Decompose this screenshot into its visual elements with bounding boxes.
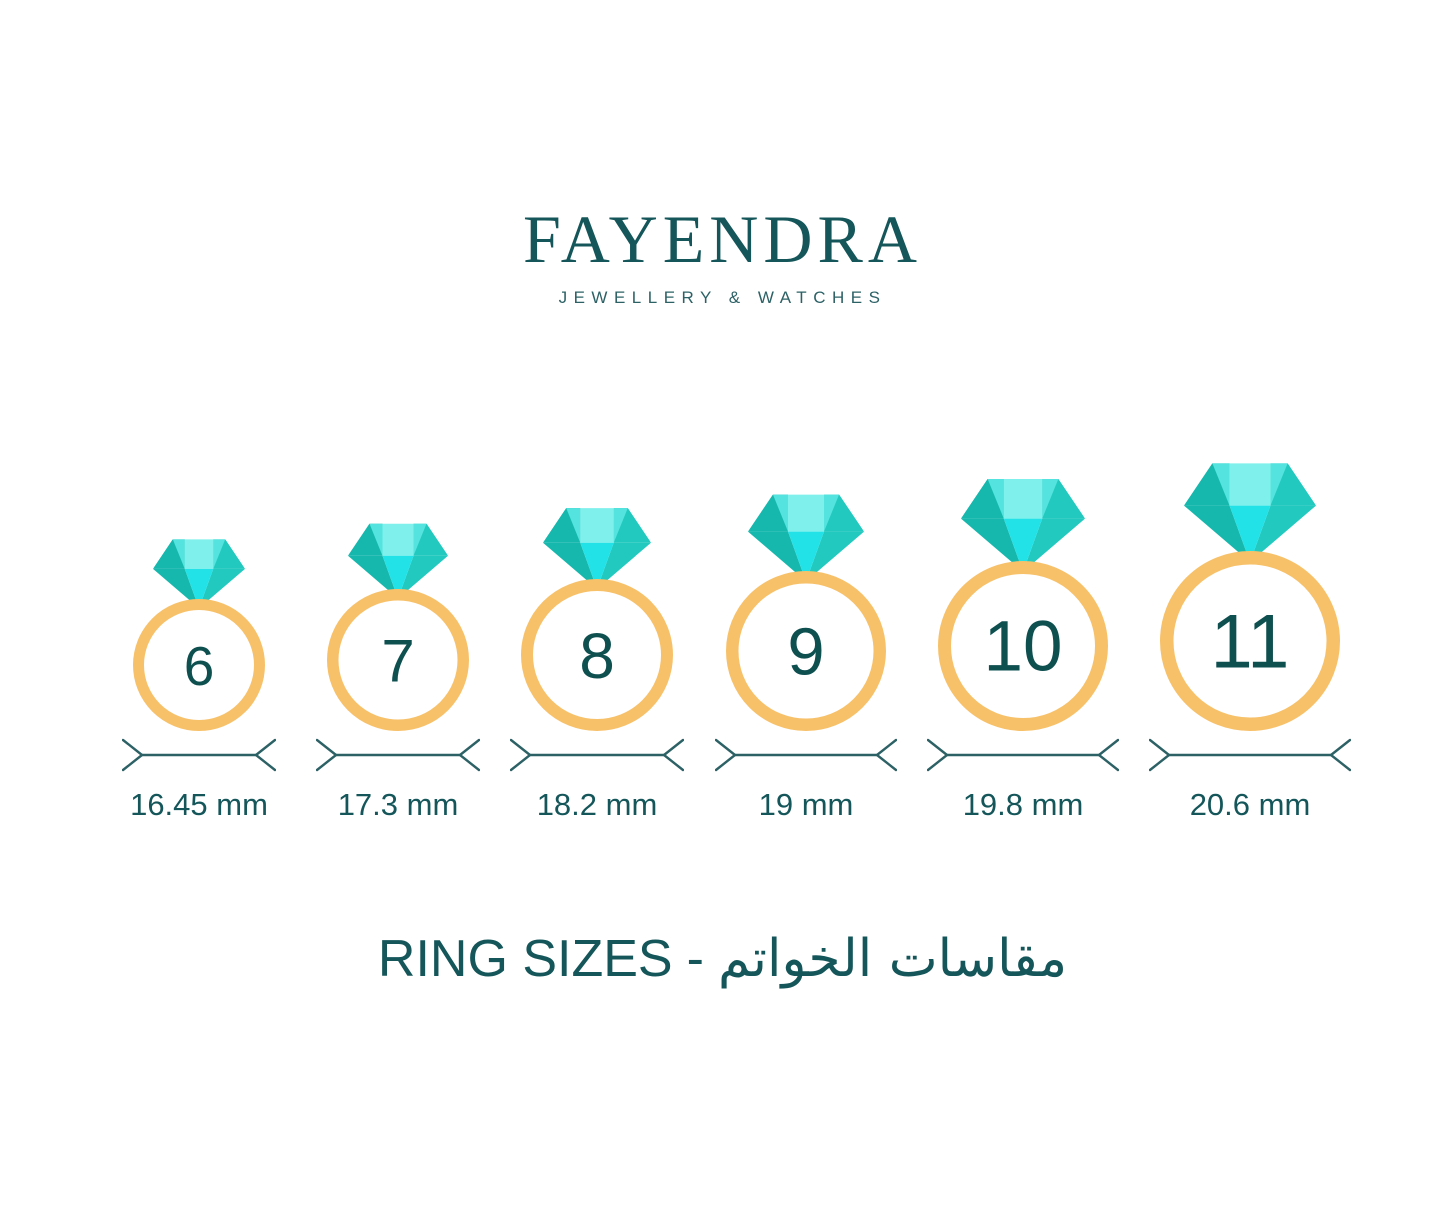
ring-band: 6 — [133, 599, 265, 731]
ring-size-item[interactable]: 11 20.6 mm — [1145, 463, 1355, 822]
ring-band: 10 — [938, 561, 1108, 731]
ring-band: 11 — [1160, 551, 1340, 731]
diamond-gem-icon — [348, 524, 448, 599]
ring-illustration: 7 — [293, 473, 503, 735]
ring-diameter-label: 17.3 mm — [337, 787, 459, 822]
ring-size-number: 10 — [984, 608, 1063, 687]
ring-size-number: 6 — [184, 635, 215, 697]
ring-size-item[interactable]: 8 18.2 mm — [492, 473, 702, 820]
diamond-gem-icon — [961, 478, 1085, 572]
ring-size-item[interactable]: 7 17.3 mm — [293, 473, 503, 820]
page-title: RING SIZES - مقاسات الخواتم — [0, 929, 1445, 990]
brand-logo: FAYENDRA JEWELLERY & WATCHES — [0, 205, 1445, 306]
ring-size-number: 7 — [381, 628, 414, 695]
ring-size-item[interactable]: 6 16.45 mm — [94, 473, 304, 820]
ring-diameter-label: 19.8 mm — [962, 787, 1084, 822]
ring-band: 9 — [726, 571, 886, 731]
diamond-gem-icon — [153, 539, 245, 609]
page-title-arabic: مقاسات الخواتم — [717, 929, 1068, 989]
diamond-gem-icon — [543, 508, 651, 590]
ring-diameter-label: 18.2 mm — [536, 787, 658, 822]
dimension-line — [1149, 738, 1351, 772]
ring-illustration: 10 — [918, 473, 1128, 735]
page-title-separator: - — [686, 930, 704, 988]
brand-tagline: JEWELLERY & WATCHES — [558, 288, 887, 307]
ring-band: 7 — [327, 589, 469, 731]
diamond-gem-icon — [748, 494, 864, 582]
ring-illustration: 6 — [94, 473, 304, 735]
ring-diameter-label: 19 mm — [758, 787, 854, 822]
ring-diameter-label: 16.45 mm — [130, 787, 268, 822]
ring-size-number: 8 — [579, 620, 615, 692]
ring-band: 8 — [521, 579, 673, 731]
ring-size-chart: 6 16.45 mm 7 17.3 mm 8 18.2 mm 9 19 mm 10 19.8 mm… — [0, 440, 1445, 820]
ring-size-item[interactable]: 9 19 mm — [701, 473, 911, 820]
dimension-line — [927, 738, 1119, 772]
ring-size-item[interactable]: 10 19.8 mm — [918, 473, 1128, 820]
page-title-english: RING SIZES — [377, 930, 673, 988]
dimension-line — [510, 738, 684, 772]
dimension-line — [316, 738, 480, 772]
brand-wordmark: FAYENDRA — [523, 201, 922, 277]
ring-illustration: 11 — [1145, 463, 1355, 735]
ring-illustration: 9 — [701, 473, 911, 735]
dimension-line — [715, 738, 897, 772]
ring-illustration: 8 — [492, 473, 702, 735]
ring-size-number: 9 — [787, 615, 824, 690]
ring-diameter-label: 20.6 mm — [1189, 787, 1311, 822]
diamond-gem-icon — [1184, 463, 1316, 562]
dimension-line — [122, 738, 276, 772]
ring-size-number: 11 — [1211, 600, 1290, 685]
